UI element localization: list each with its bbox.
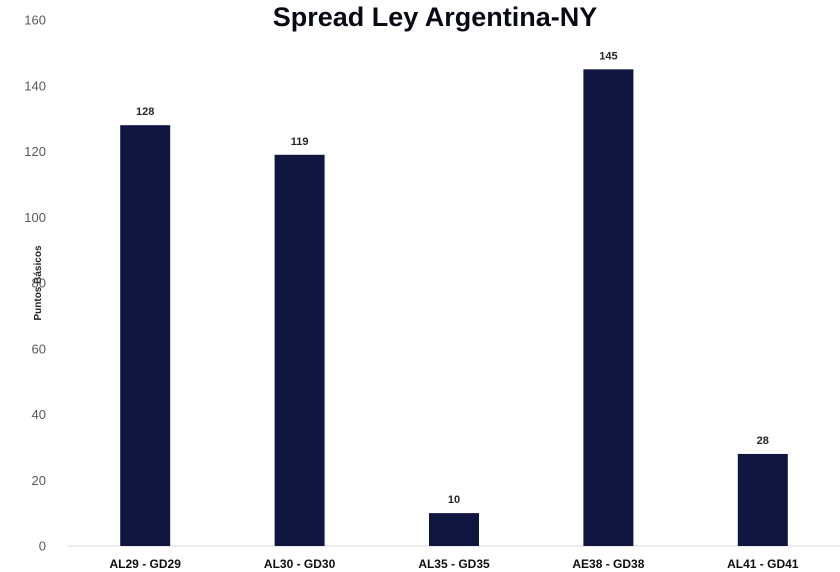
bar (274, 154, 325, 546)
y-axis-label: Puntos Básicos (33, 245, 44, 320)
x-tick-label: AL29 - GD29 (110, 557, 182, 571)
x-axis-ticks: AL29 - GD29 AL30 - GD30 AL35 - GD35 AE38 - … (110, 557, 799, 571)
y-tick-label: 160 (24, 13, 46, 28)
bar (583, 69, 634, 546)
bar-data-label: 145 (599, 50, 617, 62)
y-tick-label: 40 (32, 407, 46, 422)
y-tick-label: 80 (32, 276, 46, 291)
x-tick-label: AL35 - GD35 (418, 557, 490, 571)
y-tick-label: 100 (24, 210, 46, 225)
x-tick-label: AE38 - GD38 (572, 557, 644, 571)
y-tick-label: 140 (24, 78, 46, 93)
bar-data-label: 128 (136, 106, 154, 118)
x-tick-label: AL30 - GD30 (264, 557, 336, 571)
y-axis-label-group: Puntos Básicos (33, 245, 44, 320)
x-tick-label: AL41 - GD41 (727, 557, 799, 571)
bar (737, 453, 788, 546)
bar (120, 125, 171, 546)
y-tick-label: 120 (24, 144, 46, 159)
bar (429, 513, 479, 546)
chart-title: Spread Ley Argentina-NY (273, 2, 598, 32)
y-axis-ticks: 0 20 40 60 80 100 120 140 160 (24, 13, 46, 554)
bar-data-label: 28 (757, 435, 769, 447)
bar-data-label: 10 (448, 494, 460, 506)
y-tick-label: 20 (32, 473, 46, 488)
y-tick-label: 0 (39, 539, 46, 554)
data-labels-group: 128 119 10 145 28 (136, 50, 769, 506)
bar-data-label: 119 (291, 136, 309, 148)
y-tick-label: 60 (32, 341, 46, 356)
bars-group (120, 69, 788, 546)
